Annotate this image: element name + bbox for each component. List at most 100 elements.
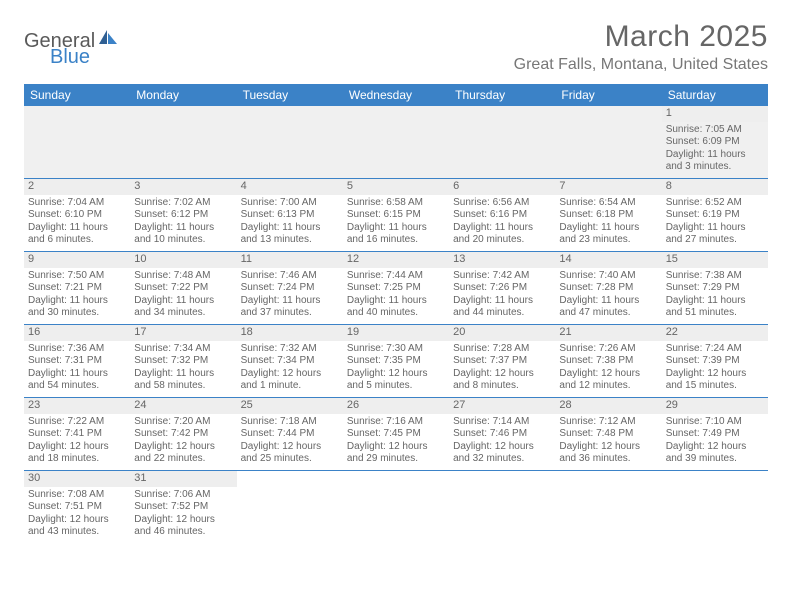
sunrise-text: Sunrise: 7:30 AM — [347, 343, 445, 356]
sunrise-text: Sunrise: 6:54 AM — [559, 197, 657, 210]
sunrise-text: Sunrise: 7:26 AM — [559, 343, 657, 356]
daylight-text: and 37 minutes. — [241, 307, 339, 320]
sunset-text: Sunset: 7:28 PM — [559, 282, 657, 295]
sunrise-text: Sunrise: 6:52 AM — [666, 197, 764, 210]
daylight-text: and 43 minutes. — [28, 526, 126, 539]
sunset-text: Sunset: 6:13 PM — [241, 209, 339, 222]
daylight-text: Daylight: 11 hours — [666, 149, 764, 162]
day-cell: 22Sunrise: 7:24 AMSunset: 7:39 PMDayligh… — [662, 325, 768, 397]
sunset-text: Sunset: 7:52 PM — [134, 501, 232, 514]
day-number: 18 — [237, 325, 343, 341]
daylight-text: and 58 minutes. — [134, 380, 232, 393]
month-title: March 2025 — [514, 20, 768, 54]
sunset-text: Sunset: 7:42 PM — [134, 428, 232, 441]
daylight-text: and 18 minutes. — [28, 453, 126, 466]
day-number: 10 — [130, 252, 236, 268]
daylight-text: Daylight: 12 hours — [666, 368, 764, 381]
day-number: 19 — [343, 325, 449, 341]
week-row: 2Sunrise: 7:04 AMSunset: 6:10 PMDaylight… — [24, 179, 768, 252]
sunrise-text: Sunrise: 7:14 AM — [453, 416, 551, 429]
daylight-text: Daylight: 12 hours — [134, 514, 232, 527]
calendar: SundayMondayTuesdayWednesdayThursdayFrid… — [24, 84, 768, 543]
weekday-sunday: Sunday — [24, 84, 130, 106]
sunset-text: Sunset: 7:22 PM — [134, 282, 232, 295]
day-cell: 10Sunrise: 7:48 AMSunset: 7:22 PMDayligh… — [130, 252, 236, 324]
week-row: 16Sunrise: 7:36 AMSunset: 7:31 PMDayligh… — [24, 325, 768, 398]
day-cell: 13Sunrise: 7:42 AMSunset: 7:26 PMDayligh… — [449, 252, 555, 324]
day-number: 17 — [130, 325, 236, 341]
daylight-text: and 39 minutes. — [666, 453, 764, 466]
sunrise-text: Sunrise: 7:10 AM — [666, 416, 764, 429]
sunset-text: Sunset: 7:26 PM — [453, 282, 551, 295]
daylight-text: and 16 minutes. — [347, 234, 445, 247]
daylight-text: Daylight: 11 hours — [453, 222, 551, 235]
daylight-text: and 22 minutes. — [134, 453, 232, 466]
empty-cell — [237, 106, 343, 178]
day-number: 12 — [343, 252, 449, 268]
sunrise-text: Sunrise: 7:32 AM — [241, 343, 339, 356]
daylight-text: Daylight: 11 hours — [241, 295, 339, 308]
weekday-friday: Friday — [555, 84, 661, 106]
sunrise-text: Sunrise: 7:46 AM — [241, 270, 339, 283]
day-cell: 18Sunrise: 7:32 AMSunset: 7:34 PMDayligh… — [237, 325, 343, 397]
day-cell: 30Sunrise: 7:08 AMSunset: 7:51 PMDayligh… — [24, 471, 130, 543]
location: Great Falls, Montana, United States — [514, 56, 768, 74]
daylight-text: Daylight: 12 hours — [347, 441, 445, 454]
day-cell: 9Sunrise: 7:50 AMSunset: 7:21 PMDaylight… — [24, 252, 130, 324]
header: General March 2025 Great Falls, Montana,… — [24, 20, 768, 74]
daylight-text: Daylight: 12 hours — [347, 368, 445, 381]
week-row: 30Sunrise: 7:08 AMSunset: 7:51 PMDayligh… — [24, 471, 768, 543]
empty-cell — [662, 471, 768, 543]
sunset-text: Sunset: 7:49 PM — [666, 428, 764, 441]
daylight-text: and 15 minutes. — [666, 380, 764, 393]
daylight-text: Daylight: 11 hours — [453, 295, 551, 308]
daylight-text: and 20 minutes. — [453, 234, 551, 247]
day-number: 15 — [662, 252, 768, 268]
logo-text-blue: Blue — [50, 46, 90, 69]
sunrise-text: Sunrise: 7:04 AM — [28, 197, 126, 210]
day-cell: 15 Sunrise: 7:38 AMSunset: 7:29 PMDayligh… — [662, 252, 768, 324]
empty-cell — [449, 106, 555, 178]
daylight-text: Daylight: 11 hours — [666, 295, 764, 308]
daylight-text: Daylight: 12 hours — [453, 441, 551, 454]
sunset-text: Sunset: 7:51 PM — [28, 501, 126, 514]
daylight-text: and 27 minutes. — [666, 234, 764, 247]
daylight-text: Daylight: 11 hours — [559, 222, 657, 235]
day-cell: 16Sunrise: 7:36 AMSunset: 7:31 PMDayligh… — [24, 325, 130, 397]
sunrise-text: Sunrise: 7:00 AM — [241, 197, 339, 210]
daylight-text: and 6 minutes. — [28, 234, 126, 247]
day-number: 29 — [662, 398, 768, 414]
sunrise-text: Sunrise: 7:36 AM — [28, 343, 126, 356]
day-cell: 6Sunrise: 6:56 AMSunset: 6:16 PMDaylight… — [449, 179, 555, 251]
day-cell: 19Sunrise: 7:30 AMSunset: 7:35 PMDayligh… — [343, 325, 449, 397]
sail-icon — [97, 28, 119, 52]
daylight-text: and 3 minutes. — [666, 161, 764, 174]
sunrise-text: Sunrise: 7:02 AM — [134, 197, 232, 210]
day-number: 22 — [662, 325, 768, 341]
sunrise-text: Sunrise: 7:50 AM — [28, 270, 126, 283]
day-number: 31 — [130, 471, 236, 487]
day-cell: 8Sunrise: 6:52 AMSunset: 6:19 PMDaylight… — [662, 179, 768, 251]
sunrise-text: Sunrise: 7:38 AM — [666, 270, 764, 283]
daylight-text: and 36 minutes. — [559, 453, 657, 466]
daylight-text: Daylight: 12 hours — [241, 441, 339, 454]
daylight-text: and 44 minutes. — [453, 307, 551, 320]
day-cell: 3Sunrise: 7:02 AMSunset: 6:12 PMDaylight… — [130, 179, 236, 251]
sunrise-text: Sunrise: 7:18 AM — [241, 416, 339, 429]
daylight-text: Daylight: 11 hours — [134, 222, 232, 235]
day-cell: 28Sunrise: 7:12 AMSunset: 7:48 PMDayligh… — [555, 398, 661, 470]
day-cell: 5Sunrise: 6:58 AMSunset: 6:15 PMDaylight… — [343, 179, 449, 251]
daylight-text: Daylight: 11 hours — [347, 222, 445, 235]
day-cell: 14Sunrise: 7:40 AMSunset: 7:28 PMDayligh… — [555, 252, 661, 324]
day-number: 23 — [24, 398, 130, 414]
sunset-text: Sunset: 7:44 PM — [241, 428, 339, 441]
sunset-text: Sunset: 7:29 PM — [666, 282, 764, 295]
day-number: 1 — [662, 106, 768, 122]
empty-cell — [130, 106, 236, 178]
daylight-text: Daylight: 11 hours — [28, 368, 126, 381]
sunrise-text: Sunrise: 7:44 AM — [347, 270, 445, 283]
weekday-monday: Monday — [130, 84, 236, 106]
sunrise-text: Sunrise: 7:48 AM — [134, 270, 232, 283]
sunset-text: Sunset: 7:41 PM — [28, 428, 126, 441]
weekday-wednesday: Wednesday — [343, 84, 449, 106]
